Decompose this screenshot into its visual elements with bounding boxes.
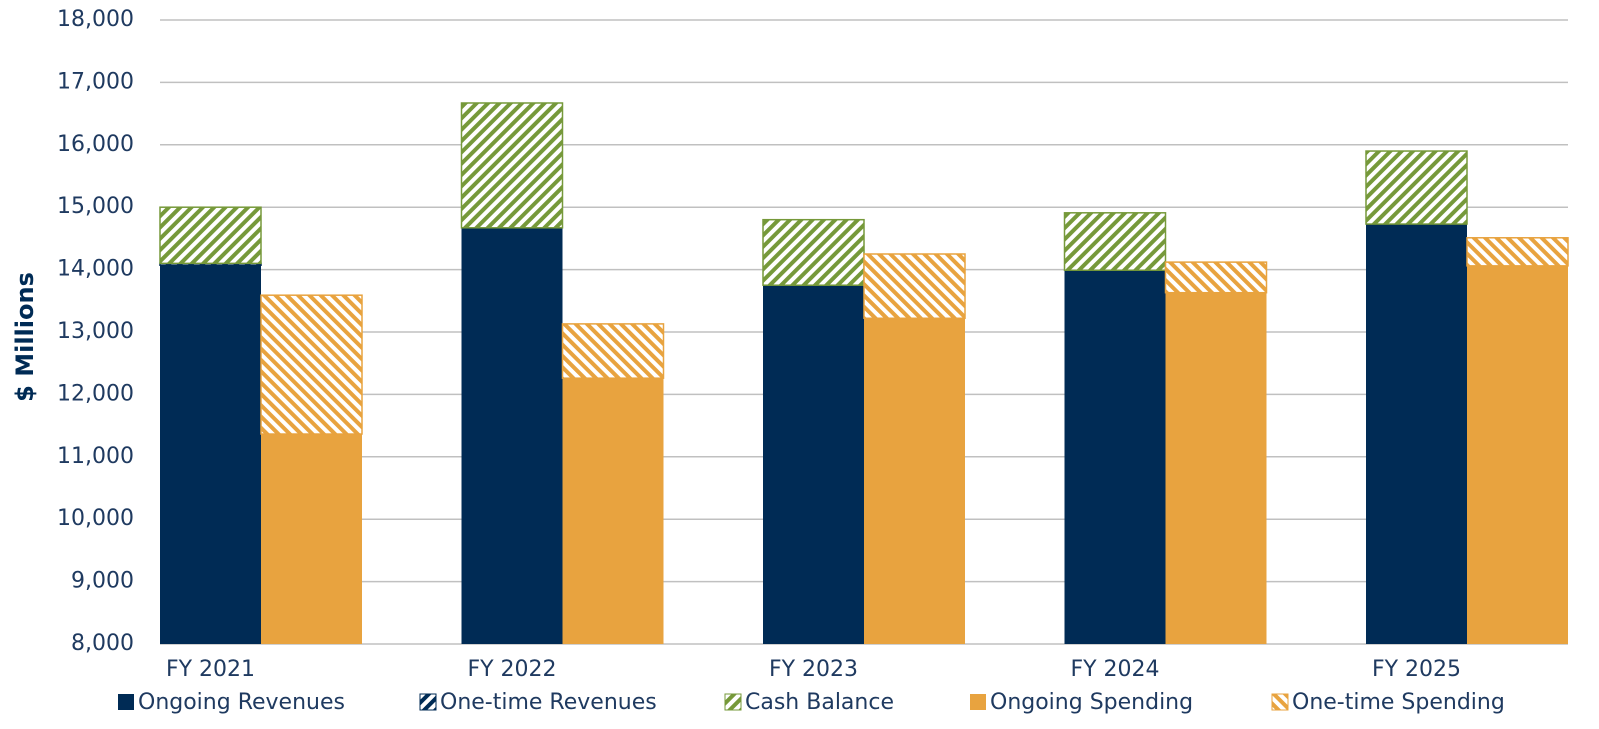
y-tick-label: 16,000 bbox=[57, 132, 134, 157]
bar-segment bbox=[864, 318, 965, 644]
bar-segment bbox=[1365, 150, 1468, 225]
bar-segment bbox=[1466, 237, 1569, 267]
legend-label: Ongoing Revenues bbox=[138, 690, 345, 715]
legend-swatch bbox=[724, 693, 742, 711]
bar-segment bbox=[1164, 261, 1268, 294]
bar-segment bbox=[159, 206, 262, 265]
x-tick-label: FY 2023 bbox=[769, 657, 858, 682]
legend-label: Cash Balance bbox=[745, 690, 894, 715]
bar-segment bbox=[1366, 224, 1467, 644]
bar-segment bbox=[1165, 292, 1267, 644]
y-tick-label: 17,000 bbox=[57, 69, 134, 94]
bar-segment bbox=[461, 227, 563, 645]
x-tick-label: FY 2022 bbox=[467, 657, 556, 682]
y-tick-label: 8,000 bbox=[71, 631, 134, 656]
y-tick-label: 12,000 bbox=[57, 381, 134, 406]
y-axis-title: $ Millions bbox=[11, 272, 39, 402]
y-tick-label: 11,000 bbox=[57, 444, 134, 469]
x-tick-label: FY 2024 bbox=[1070, 657, 1159, 682]
bar-segment bbox=[1467, 265, 1568, 644]
bar-segment bbox=[1064, 270, 1166, 644]
y-tick-label: 9,000 bbox=[71, 569, 134, 594]
bar-segment bbox=[562, 378, 664, 644]
y-tick-label: 10,000 bbox=[57, 506, 134, 531]
bar-segment bbox=[863, 253, 966, 320]
legend-label: One-time Revenues bbox=[440, 690, 657, 715]
bar-segment bbox=[260, 294, 363, 435]
y-tick-label: 15,000 bbox=[57, 194, 134, 219]
y-tick-label: 18,000 bbox=[57, 7, 134, 32]
legend-label: Ongoing Spending bbox=[990, 690, 1193, 715]
x-tick-label: FY 2025 bbox=[1372, 657, 1461, 682]
bar-segment bbox=[460, 102, 564, 229]
legend-swatch bbox=[118, 694, 134, 710]
bar-segment bbox=[261, 434, 362, 644]
y-tick-label: 14,000 bbox=[57, 257, 134, 282]
bar-segment bbox=[762, 218, 865, 286]
legend-label: One-time Spending bbox=[1292, 690, 1505, 715]
y-tick-label: 13,000 bbox=[57, 319, 134, 344]
bar-segment bbox=[561, 323, 665, 379]
bar-segment bbox=[1063, 212, 1167, 271]
legend-swatch bbox=[970, 694, 986, 710]
x-tick-label: FY 2021 bbox=[166, 657, 255, 682]
legend-swatch bbox=[1271, 693, 1289, 711]
bar-segment bbox=[763, 285, 864, 644]
bar-segment bbox=[160, 265, 261, 644]
legend-swatch bbox=[419, 693, 437, 711]
